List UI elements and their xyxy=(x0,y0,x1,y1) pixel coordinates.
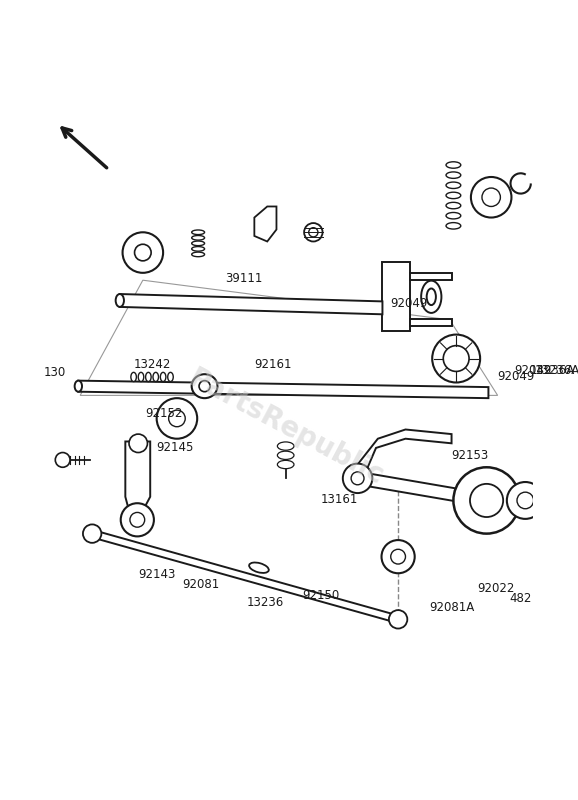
Ellipse shape xyxy=(168,372,173,382)
Text: 13242: 13242 xyxy=(134,358,171,371)
Polygon shape xyxy=(410,319,451,326)
Text: 92049: 92049 xyxy=(498,370,535,383)
Circle shape xyxy=(507,482,544,519)
Ellipse shape xyxy=(192,235,205,240)
Text: 92161: 92161 xyxy=(254,358,291,371)
Ellipse shape xyxy=(277,442,294,450)
Ellipse shape xyxy=(192,374,217,398)
Ellipse shape xyxy=(153,372,158,382)
Circle shape xyxy=(453,467,520,534)
Circle shape xyxy=(121,503,154,536)
Ellipse shape xyxy=(446,202,461,209)
Polygon shape xyxy=(254,206,276,242)
Text: 92081A: 92081A xyxy=(429,601,474,614)
Text: 130: 130 xyxy=(44,366,66,379)
Ellipse shape xyxy=(304,223,323,242)
Circle shape xyxy=(482,188,501,206)
Ellipse shape xyxy=(199,381,210,392)
Ellipse shape xyxy=(138,372,144,382)
Text: 13161: 13161 xyxy=(320,493,358,506)
Text: 92049: 92049 xyxy=(514,364,551,377)
Text: 92143: 92143 xyxy=(138,568,175,581)
Text: 92145: 92145 xyxy=(157,442,194,454)
Circle shape xyxy=(517,492,533,509)
Polygon shape xyxy=(360,472,488,507)
Circle shape xyxy=(389,610,407,629)
Ellipse shape xyxy=(277,460,294,469)
Ellipse shape xyxy=(192,246,205,251)
Text: 92022: 92022 xyxy=(477,582,514,595)
Polygon shape xyxy=(120,294,383,314)
Circle shape xyxy=(391,550,406,564)
Polygon shape xyxy=(383,262,410,331)
Polygon shape xyxy=(410,273,451,280)
Ellipse shape xyxy=(75,381,82,392)
Circle shape xyxy=(55,453,70,467)
Ellipse shape xyxy=(446,182,461,189)
Circle shape xyxy=(129,434,147,453)
Text: PartsRepublic: PartsRepublic xyxy=(183,364,388,491)
Ellipse shape xyxy=(146,372,151,382)
Ellipse shape xyxy=(249,562,269,573)
Ellipse shape xyxy=(446,222,461,229)
Polygon shape xyxy=(125,442,150,510)
Ellipse shape xyxy=(131,372,136,382)
Circle shape xyxy=(169,410,185,426)
Circle shape xyxy=(381,540,414,574)
Ellipse shape xyxy=(192,241,205,246)
Ellipse shape xyxy=(192,252,205,257)
Ellipse shape xyxy=(192,230,205,234)
Circle shape xyxy=(470,484,503,517)
Text: 13236: 13236 xyxy=(247,596,284,610)
Circle shape xyxy=(83,525,101,543)
Polygon shape xyxy=(79,381,488,398)
Ellipse shape xyxy=(446,172,461,178)
Circle shape xyxy=(432,334,480,382)
Ellipse shape xyxy=(160,372,166,382)
Ellipse shape xyxy=(309,228,318,237)
Ellipse shape xyxy=(277,451,294,459)
Polygon shape xyxy=(91,530,399,623)
Text: 39111: 39111 xyxy=(225,272,263,285)
Circle shape xyxy=(351,472,364,485)
Text: 92153: 92153 xyxy=(451,449,488,462)
Polygon shape xyxy=(358,430,451,474)
Ellipse shape xyxy=(446,213,461,219)
Ellipse shape xyxy=(446,162,461,168)
Text: 13236A: 13236A xyxy=(535,364,578,377)
Text: 92081: 92081 xyxy=(182,578,220,591)
Text: 92152: 92152 xyxy=(145,407,183,420)
Circle shape xyxy=(343,463,372,493)
Ellipse shape xyxy=(427,289,436,305)
Circle shape xyxy=(135,244,151,261)
Ellipse shape xyxy=(446,192,461,198)
Circle shape xyxy=(123,232,163,273)
Circle shape xyxy=(157,398,197,438)
Text: 482: 482 xyxy=(509,592,532,605)
Text: 13236A: 13236A xyxy=(530,364,575,377)
Circle shape xyxy=(130,513,144,527)
Text: 92150: 92150 xyxy=(302,589,339,602)
Circle shape xyxy=(471,177,512,218)
Ellipse shape xyxy=(421,281,442,313)
Ellipse shape xyxy=(116,294,124,307)
Circle shape xyxy=(443,346,469,371)
Text: 92049: 92049 xyxy=(391,297,428,310)
